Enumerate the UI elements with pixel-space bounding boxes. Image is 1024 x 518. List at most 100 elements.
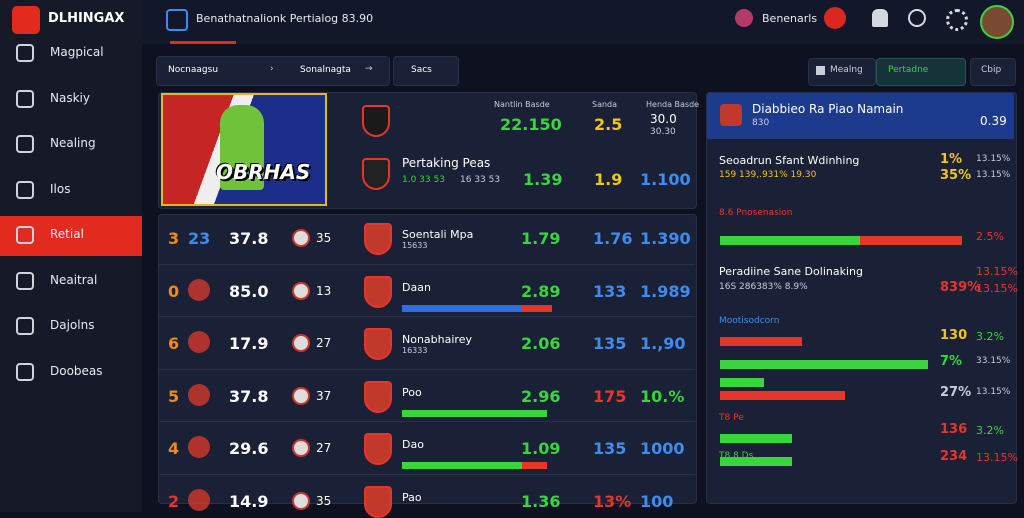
nav-item[interactable]: Neaitral	[50, 272, 98, 287]
sidebar	[0, 0, 142, 512]
nav-icon	[16, 135, 34, 153]
panel-bar	[720, 457, 792, 466]
odd[interactable]: 1.36	[521, 491, 561, 511]
nav-item[interactable]: Dajolns	[50, 318, 95, 332]
odd[interactable]: 135	[593, 334, 627, 353]
odd[interactable]: 135	[593, 439, 627, 458]
nav-icon	[16, 44, 34, 62]
tab-box	[393, 56, 459, 86]
odd[interactable]: 1.09	[521, 439, 561, 458]
panel-value: 234	[940, 449, 968, 464]
team-logo	[188, 436, 210, 458]
team-sub: 16333	[402, 346, 428, 355]
mini-badge	[292, 281, 310, 300]
button-box-active	[876, 58, 966, 86]
panel-label: 8.6 Pnosenasion	[719, 208, 793, 218]
panel-value: 13.15%	[976, 170, 1011, 180]
odd[interactable]: 1.,90	[640, 334, 686, 353]
hero-player	[220, 105, 264, 190]
panel-value: 839%	[940, 280, 981, 295]
search-icon[interactable]	[908, 9, 926, 27]
nav-item[interactable]: Retial	[50, 227, 84, 241]
tab[interactable]: Nocnaagsu	[168, 65, 219, 75]
odd[interactable]: 13%	[593, 491, 632, 511]
team-badge	[362, 158, 390, 190]
button[interactable]: Mealng	[830, 65, 863, 75]
panel-value: 136	[940, 422, 968, 437]
user-name[interactable]: Benenarls	[762, 12, 818, 25]
odd[interactable]: 2.06	[521, 334, 561, 353]
rank: 2	[168, 491, 180, 511]
odd[interactable]: 1.9	[594, 170, 623, 189]
panel-icon	[720, 104, 742, 126]
panel-bar	[720, 337, 802, 346]
panel-value: 3.2%	[976, 330, 1004, 343]
nav-icon	[16, 317, 34, 335]
score: 14.9	[229, 491, 269, 511]
odd[interactable]: 2.89	[521, 281, 561, 301]
panel-value: 27%	[940, 385, 972, 400]
odd[interactable]: 1.76	[593, 229, 633, 248]
odd[interactable]: 133	[593, 281, 627, 301]
button[interactable]: Pertadne	[888, 65, 929, 75]
nav-item[interactable]: Ilos	[50, 181, 71, 196]
avatar[interactable]	[980, 5, 1014, 39]
odd[interactable]: 100	[640, 491, 674, 511]
match-sub: 1.0 33 53	[402, 175, 445, 185]
panel-value: 13.15%	[976, 451, 1018, 464]
rank: 4	[168, 439, 180, 458]
button[interactable]: Cbip	[981, 65, 1002, 75]
column-header: Nantlin Basde	[494, 100, 550, 109]
num: 27	[316, 336, 332, 350]
settings-icon[interactable]	[946, 9, 968, 31]
num: 27	[316, 441, 332, 455]
notification-icon[interactable]	[824, 7, 846, 29]
panel-bar	[720, 236, 860, 245]
user-icon	[735, 9, 753, 27]
nav-item[interactable]: Naskiy	[50, 90, 90, 105]
column-header: Sanda	[592, 100, 618, 109]
nav-active	[0, 216, 142, 256]
odd[interactable]: 2.96	[521, 386, 561, 406]
top-title[interactable]: Benathatnalionk Pertialog 83.90	[196, 12, 374, 25]
odd[interactable]: 1.989	[640, 281, 691, 301]
nav-icon	[16, 362, 34, 381]
score: 29.6	[229, 439, 269, 458]
team-badge	[364, 485, 392, 518]
nav-icon	[16, 271, 34, 290]
odd[interactable]: 1.390	[640, 229, 691, 248]
nav-icon	[16, 226, 34, 244]
progress-bar	[402, 462, 522, 469]
odd[interactable]: 1.79	[521, 229, 561, 248]
odd[interactable]: 1000	[640, 439, 685, 458]
tab[interactable]: Sacs	[411, 65, 432, 75]
panel-label: T8 8 Ds	[719, 451, 754, 461]
panel-label: Mootisodcorn	[719, 316, 780, 326]
tab[interactable]: Sonalnagta	[300, 65, 351, 75]
odd[interactable]: 1.39	[523, 170, 563, 189]
team-name: Dao	[402, 438, 424, 451]
match-name: Pertaking Peas	[402, 156, 491, 170]
featured-value: 2.5	[594, 115, 623, 134]
num: 37	[316, 388, 332, 403]
num: 35	[316, 231, 332, 245]
nav-item[interactable]: Nealing	[50, 136, 96, 150]
mini-badge	[292, 334, 310, 352]
featured-value: 30.0	[650, 112, 677, 126]
score: 85.0	[229, 281, 269, 301]
progress-bar	[522, 304, 552, 312]
progress-bar	[402, 304, 522, 312]
odd[interactable]: 1.100	[640, 170, 691, 189]
panel-label: Seoadrun Sfant Wdinhing	[719, 154, 860, 167]
panel-value: 35%	[940, 168, 972, 183]
nav-item[interactable]: Doobeas	[50, 363, 103, 378]
team-name: Soentali Mpa	[402, 228, 474, 241]
team-name: Pao	[402, 490, 422, 504]
team-badge	[364, 380, 392, 413]
odd[interactable]: 10.%	[640, 386, 685, 406]
panel-title: Diabbieo Ra Piao Namain	[752, 102, 904, 116]
nav-item[interactable]: Magpical	[50, 45, 104, 59]
profile-icon[interactable]	[872, 9, 888, 27]
odd[interactable]: 175	[593, 386, 627, 406]
row-divider	[158, 263, 695, 265]
